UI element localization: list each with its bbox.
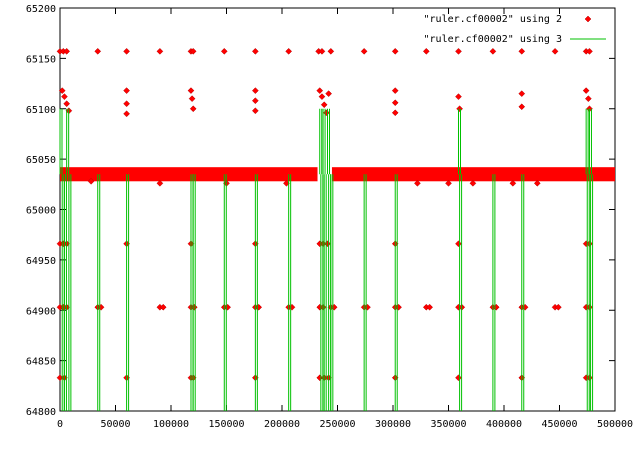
- axis-ticks: 0 50000 100000 150000 200000 250000 300000 3500…: [26, 4, 633, 430]
- y-tick-label: 65100: [26, 105, 56, 116]
- data-point: [318, 93, 326, 101]
- data-point: [220, 47, 228, 55]
- data-point: [533, 179, 541, 187]
- data-point: [469, 179, 477, 187]
- legend-label-series-2: "ruler.cf00002" using 3: [424, 34, 562, 45]
- data-point: [123, 47, 130, 55]
- data-point: [123, 87, 130, 94]
- data-point: [285, 47, 293, 55]
- data-point: [63, 47, 71, 55]
- baseline-band-left: [60, 167, 318, 182]
- data-point: [323, 109, 330, 117]
- legend: "ruler.cf00002" using 2 "ruler.cf00002" …: [424, 14, 606, 45]
- data-point: [518, 90, 526, 97]
- data-point: [414, 179, 421, 187]
- data-point: [391, 99, 399, 107]
- data-point: [426, 303, 433, 311]
- legend-label-series-1: "ruler.cf00002" using 2: [424, 14, 562, 25]
- data-point: [156, 179, 164, 187]
- data-point: [123, 100, 130, 108]
- x-tick-label: 450000: [541, 419, 577, 430]
- x-tick-label: 200000: [264, 419, 300, 430]
- data-point: [555, 303, 562, 311]
- data-point: [94, 47, 102, 55]
- data-point: [391, 87, 399, 94]
- x-tick-label: 300000: [375, 419, 411, 430]
- data-point: [582, 87, 590, 94]
- data-point: [156, 47, 164, 55]
- data-point: [61, 93, 68, 101]
- data-point: [188, 95, 196, 103]
- y-tick-label: 65000: [26, 206, 56, 217]
- data-point: [360, 47, 368, 55]
- data-point: [585, 95, 592, 103]
- data-point: [327, 47, 335, 55]
- data-point: [318, 47, 326, 55]
- series-points: [56, 47, 615, 382]
- data-point: [316, 87, 324, 94]
- data-point: [189, 47, 197, 55]
- data-point: [87, 177, 95, 185]
- data-point: [58, 87, 66, 94]
- data-point: [324, 240, 331, 248]
- data-point: [391, 47, 399, 55]
- data-point: [159, 303, 167, 311]
- y-tick-label: 64800: [26, 407, 56, 418]
- y-tick-label: 65050: [26, 155, 56, 166]
- data-point: [187, 87, 195, 94]
- x-tick-label: 150000: [208, 419, 244, 430]
- y-tick-label: 64900: [26, 306, 56, 317]
- data-point: [455, 240, 462, 248]
- data-point: [586, 47, 593, 55]
- data-point: [456, 105, 463, 113]
- data-point: [455, 47, 462, 55]
- data-point: [325, 90, 332, 97]
- series-lines: [59, 108, 594, 411]
- x-tick-label: 500000: [597, 419, 633, 430]
- data-point: [551, 47, 559, 55]
- y-tick-label: 65150: [26, 54, 56, 65]
- x-tick-label: 50000: [100, 419, 130, 430]
- data-point: [489, 47, 497, 55]
- data-point: [63, 100, 71, 108]
- x-tick-label: 350000: [430, 419, 466, 430]
- plot-frame: [59, 7, 616, 412]
- data-point: [252, 47, 259, 55]
- x-tick-label: 0: [57, 419, 63, 430]
- data-point: [455, 374, 462, 382]
- y-tick-label: 64950: [26, 256, 56, 267]
- legend-marker-series-1: [584, 15, 592, 23]
- data-point: [455, 93, 462, 101]
- data-point: [518, 103, 526, 111]
- x-tick-label: 100000: [153, 419, 189, 430]
- data-point: [252, 97, 259, 105]
- data-point: [422, 47, 430, 55]
- data-point: [320, 101, 328, 109]
- data-point: [252, 107, 259, 115]
- data-point: [518, 47, 526, 55]
- data-point: [391, 109, 399, 117]
- x-tick-label: 400000: [486, 419, 522, 430]
- data-point: [445, 179, 452, 187]
- data-point: [189, 105, 197, 113]
- x-tick-label: 250000: [319, 419, 355, 430]
- data-point: [509, 179, 517, 187]
- data-point: [252, 87, 259, 94]
- data-point: [123, 110, 130, 118]
- y-tick-label: 64850: [26, 357, 56, 368]
- baseline-band-right: [331, 167, 615, 182]
- y-tick-label: 65200: [26, 4, 56, 15]
